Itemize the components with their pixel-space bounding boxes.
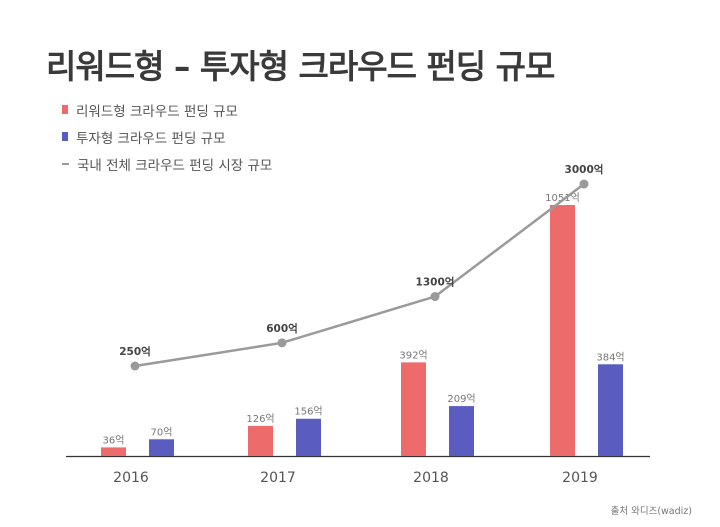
bar-reward-2016: [101, 447, 126, 456]
bar-label-invest-2017: 156억: [294, 406, 322, 418]
x-tick-label-2018: 2018: [413, 470, 449, 486]
bar-label-invest-2018: 209억: [447, 393, 475, 405]
legend-label-reward: 리워드형 크라우드 펀딩 규모: [76, 103, 238, 120]
bar-label-reward-2019: 1051억: [545, 192, 580, 204]
legend-item-invest: 투자형 크라우드 펀딩 규모: [62, 123, 272, 150]
legend-label-invest: 투자형 크라우드 펀딩 규모: [76, 130, 226, 147]
bar-label-reward-2018: 392억: [399, 349, 427, 361]
total-series-line: [134, 183, 585, 368]
source-note: 출처 와디즈(wadiz): [610, 506, 692, 517]
legend-item-total: 국내 전체 크라우드 펀딩 시장 규모: [62, 150, 272, 177]
bar-invest-2017: [296, 418, 321, 456]
bar-invest-2016: [149, 439, 174, 456]
bar-reward-2017: [248, 425, 273, 456]
total-point-2018: [430, 292, 440, 302]
total-label-2016: 250억: [119, 346, 151, 358]
chart-title: 리워드형 – 투자형 크라우드 펀딩 규모: [46, 47, 555, 86]
x-tick-label-2017: 2017: [260, 470, 296, 486]
legend-swatch-invest: [62, 132, 68, 141]
legend: 리워드형 크라우드 펀딩 규모 투자형 크라우드 펀딩 규모 국내 전체 크라우…: [62, 96, 272, 177]
bar-label-reward-2016: 36억: [103, 434, 125, 446]
legend-label-total: 국내 전체 크라우드 펀딩 시장 규모: [77, 157, 273, 174]
bar-invest-2019: [598, 364, 623, 456]
bar-label-reward-2017: 126억: [246, 413, 274, 425]
bar-invest-2018: [449, 406, 474, 456]
legend-swatch-reward: [62, 105, 68, 114]
legend-swatch-total: [62, 162, 69, 165]
x-tick-label-2016: 2016: [113, 470, 149, 486]
total-point-2016: [130, 361, 140, 371]
total-label-2018: 1300억: [416, 277, 455, 289]
x-tick-label-2019: 2019: [562, 470, 598, 486]
bar-label-invest-2019: 384억: [596, 351, 624, 363]
legend-item-reward: 리워드형 크라우드 펀딩 규모: [62, 96, 272, 123]
bar-reward-2018: [401, 362, 426, 456]
total-point-2019: [579, 179, 589, 189]
total-label-2017: 600억: [266, 323, 298, 335]
total-point-2017: [277, 338, 287, 348]
bar-reward-2019: [550, 205, 575, 456]
total-label-2019: 3000억: [565, 164, 604, 176]
bar-label-invest-2016: 70억: [151, 426, 173, 438]
